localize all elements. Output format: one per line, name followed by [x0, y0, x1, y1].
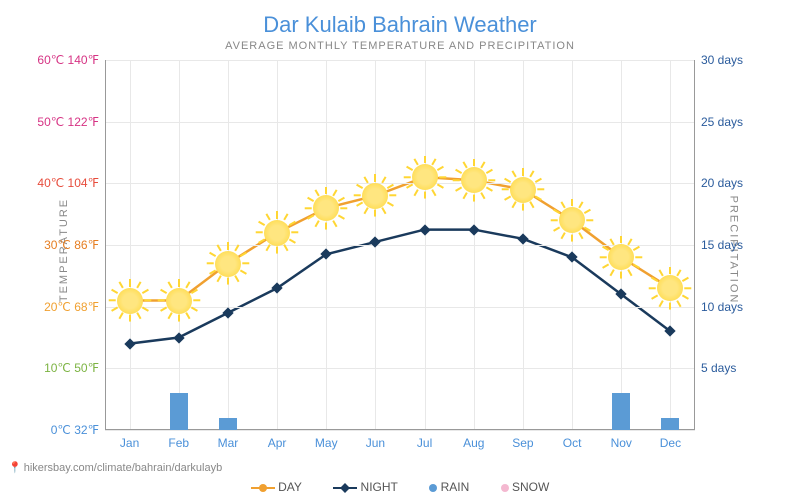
- month-label: Jun: [366, 436, 385, 450]
- day-line: [130, 177, 671, 300]
- grid-line-v: [179, 60, 180, 430]
- month-label: Dec: [660, 436, 681, 450]
- legend-night-marker: [333, 487, 357, 489]
- precip-tick-label: 25 days: [701, 115, 743, 129]
- temp-tick-label: 10℃ 50℉: [44, 361, 99, 375]
- sun-marker: [117, 288, 143, 314]
- precip-tick-label: 30 days: [701, 53, 743, 67]
- pin-icon: 📍: [8, 462, 22, 474]
- rain-bar: [661, 418, 679, 430]
- precip-tick-label: 20 days: [701, 176, 743, 190]
- grid-line-h: [105, 368, 695, 369]
- legend-night: NIGHT: [333, 480, 398, 494]
- chart-title: Dar Kulaib Bahrain Weather: [0, 0, 800, 38]
- grid-line-h: [105, 60, 695, 61]
- grid-line-h: [105, 183, 695, 184]
- temp-tick-label: 20℃ 68℉: [44, 300, 99, 314]
- grid-line-v: [670, 60, 671, 430]
- month-label: Sep: [512, 436, 533, 450]
- source-url: hikersbay.com/climate/bahrain/darkulayb: [24, 462, 223, 474]
- sun-marker: [461, 167, 487, 193]
- grid-line-h: [105, 122, 695, 123]
- axis-line: [105, 60, 106, 430]
- legend-snow: SNOW: [501, 480, 550, 494]
- month-label: May: [315, 436, 338, 450]
- grid-line-h: [105, 430, 695, 431]
- month-label: Oct: [563, 436, 582, 450]
- sun-marker: [510, 177, 536, 203]
- legend-snow-label: SNOW: [512, 480, 549, 494]
- chart-subtitle: AVERAGE MONTHLY TEMPERATURE AND PRECIPIT…: [0, 40, 800, 52]
- legend-snow-marker: [501, 484, 509, 492]
- sun-marker: [412, 164, 438, 190]
- month-label: Aug: [463, 436, 484, 450]
- rain-bar: [170, 393, 188, 430]
- month-label: Nov: [611, 436, 632, 450]
- temp-tick-label: 60℃ 140℉: [37, 53, 99, 67]
- temp-tick-label: 50℃ 122℉: [37, 115, 99, 129]
- grid-line-v: [523, 60, 524, 430]
- sun-marker: [215, 251, 241, 277]
- grid-line-v: [130, 60, 131, 430]
- grid-line-v: [474, 60, 475, 430]
- sun-marker: [313, 195, 339, 221]
- sun-marker: [166, 288, 192, 314]
- grid-line-v: [425, 60, 426, 430]
- legend-day-label: DAY: [278, 480, 302, 494]
- sun-marker: [362, 183, 388, 209]
- precip-tick-label: 5 days: [701, 361, 736, 375]
- month-label: Feb: [168, 436, 189, 450]
- grid-line-v: [326, 60, 327, 430]
- sun-marker: [657, 275, 683, 301]
- axis-line: [105, 429, 695, 430]
- sun-marker: [264, 220, 290, 246]
- night-line: [130, 230, 671, 344]
- legend: DAY NIGHT RAIN SNOW: [0, 480, 800, 494]
- sun-marker: [559, 207, 585, 233]
- legend-day: DAY: [251, 480, 302, 494]
- month-label: Jan: [120, 436, 139, 450]
- legend-rain-label: RAIN: [441, 480, 470, 494]
- source-footer: 📍hikersbay.com/climate/bahrain/darkulayb: [8, 461, 222, 474]
- grid-line-h: [105, 245, 695, 246]
- sun-marker: [608, 244, 634, 270]
- legend-rain-marker: [429, 484, 437, 492]
- legend-rain: RAIN: [429, 480, 469, 494]
- month-label: Mar: [218, 436, 239, 450]
- legend-day-marker: [251, 487, 275, 489]
- precip-tick-label: 15 days: [701, 238, 743, 252]
- temp-tick-label: 0℃ 32℉: [51, 423, 99, 437]
- temp-tick-label: 30℃ 86℉: [44, 238, 99, 252]
- precip-tick-label: 10 days: [701, 300, 743, 314]
- rain-bar: [219, 418, 237, 430]
- axis-line: [694, 60, 695, 430]
- legend-night-label: NIGHT: [361, 480, 398, 494]
- month-label: Apr: [268, 436, 287, 450]
- month-label: Jul: [417, 436, 432, 450]
- weather-chart: Dar Kulaib Bahrain Weather AVERAGE MONTH…: [0, 0, 800, 500]
- rain-bar: [612, 393, 630, 430]
- temp-tick-label: 40℃ 104℉: [37, 176, 99, 190]
- plot-area: 0℃ 32℉10℃ 50℉20℃ 68℉30℃ 86℉40℃ 104℉50℃ 1…: [105, 60, 695, 430]
- grid-line-v: [572, 60, 573, 430]
